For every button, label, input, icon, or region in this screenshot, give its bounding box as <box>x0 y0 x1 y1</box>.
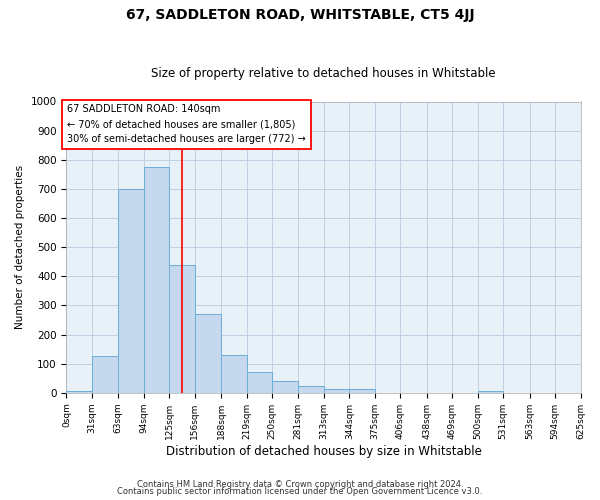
Text: Contains public sector information licensed under the Open Government Licence v3: Contains public sector information licen… <box>118 487 482 496</box>
Bar <box>298 386 324 393</box>
Bar <box>247 372 272 393</box>
Text: Contains HM Land Registry data © Crown copyright and database right 2024.: Contains HM Land Registry data © Crown c… <box>137 480 463 489</box>
Y-axis label: Number of detached properties: Number of detached properties <box>15 165 25 329</box>
X-axis label: Distribution of detached houses by size in Whitstable: Distribution of detached houses by size … <box>166 444 481 458</box>
Bar <box>67 390 92 393</box>
Bar <box>144 167 169 393</box>
Bar <box>221 355 247 393</box>
Bar <box>195 314 221 393</box>
Bar <box>169 264 195 393</box>
Text: 67, SADDLETON ROAD, WHITSTABLE, CT5 4JJ: 67, SADDLETON ROAD, WHITSTABLE, CT5 4JJ <box>125 8 475 22</box>
Bar <box>349 390 375 393</box>
Bar <box>118 189 144 393</box>
Bar <box>272 381 298 393</box>
Text: 67 SADDLETON ROAD: 140sqm
← 70% of detached houses are smaller (1,805)
30% of se: 67 SADDLETON ROAD: 140sqm ← 70% of detac… <box>67 104 306 144</box>
Title: Size of property relative to detached houses in Whitstable: Size of property relative to detached ho… <box>151 66 496 80</box>
Bar <box>478 390 503 393</box>
Bar <box>324 390 349 393</box>
Bar <box>92 356 118 393</box>
